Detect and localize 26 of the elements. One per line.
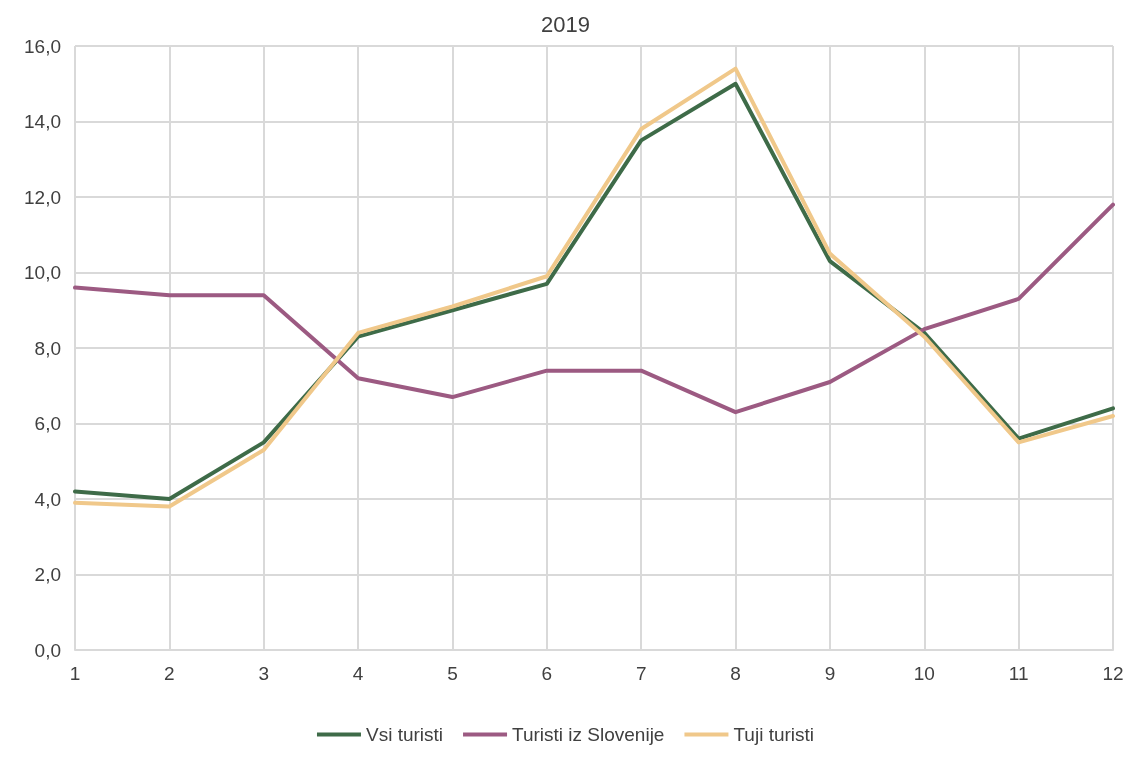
x-tick-label: 8 — [730, 663, 741, 684]
y-tick-label: 0,0 — [34, 639, 61, 661]
chart-title: 2019 — [541, 11, 590, 37]
x-tick-label: 2 — [164, 663, 175, 684]
x-tick-label: 10 — [913, 663, 935, 684]
y-tick-label: 16,0 — [24, 35, 61, 57]
x-tick-label: 4 — [352, 663, 364, 684]
y-tick-label: 12,0 — [24, 186, 61, 208]
x-tick-label: 6 — [541, 663, 553, 684]
x-tick-label: 5 — [447, 663, 458, 684]
y-tick-label: 8,0 — [34, 337, 61, 359]
legend-label: Vsi turisti — [365, 724, 444, 745]
y-tick-label: 10,0 — [24, 262, 61, 283]
y-tick-label: 6,0 — [34, 413, 61, 434]
x-tick-label: 9 — [824, 663, 836, 684]
x-tick-label: 3 — [258, 663, 270, 684]
x-tick-label: 7 — [635, 663, 647, 684]
y-tick-label: 14,0 — [24, 111, 61, 132]
y-tick-label: 2,0 — [34, 564, 61, 585]
x-tick-label: 12 — [1102, 663, 1124, 684]
legend-label: Tuji turisti — [733, 724, 815, 745]
line-series — [73, 202, 1115, 415]
y-tick-label: 4,0 — [34, 488, 61, 510]
x-tick-label: 1 — [69, 663, 81, 684]
x-tick-label: 11 — [1008, 663, 1029, 684]
legend-label: Turisti iz Slovenije — [512, 724, 665, 745]
